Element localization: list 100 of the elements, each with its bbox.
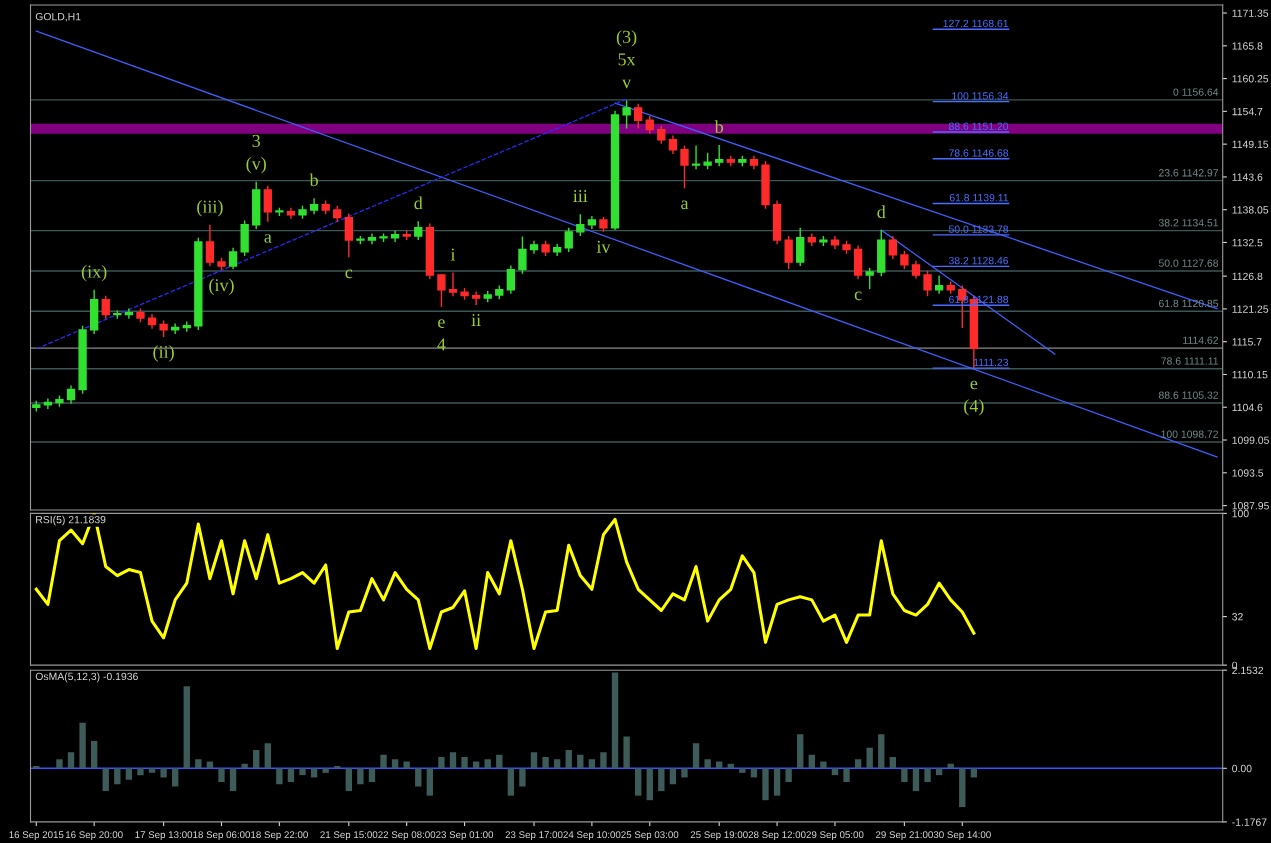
candlestick <box>715 144 724 167</box>
bar <box>959 768 966 808</box>
ref-line-label: 88.6 1151.20 <box>948 122 1009 130</box>
ref-line-label: 127.2 1168.61 <box>943 19 1009 28</box>
bar <box>472 761 480 769</box>
bar <box>530 752 538 769</box>
x-tick-label: 30 Sep 14:00 <box>933 831 991 841</box>
candlestick <box>934 274 944 295</box>
text: 3 (v) <box>246 134 266 174</box>
bar <box>924 768 931 782</box>
bar <box>56 759 63 769</box>
bar <box>588 759 596 769</box>
x-tick-label: 24 Sep 10:00 <box>563 831 621 841</box>
candlestick <box>888 235 897 260</box>
bar <box>345 768 352 792</box>
candlestick <box>668 134 678 155</box>
bar <box>577 754 584 769</box>
y-tick-label: 1154.7 <box>1232 107 1263 116</box>
bar <box>380 754 387 769</box>
y-tick-label: -1.1767 <box>1232 818 1267 826</box>
candlestick <box>691 144 701 170</box>
bar <box>148 768 156 773</box>
bar <box>218 768 225 782</box>
bar <box>854 759 862 769</box>
candlestick <box>622 99 631 130</box>
y-tick-label: 32 <box>1232 613 1243 621</box>
bar <box>692 743 700 769</box>
ref-line-label: 61.8 1139.11 <box>949 194 1009 202</box>
text: a <box>264 234 272 243</box>
candlestick <box>900 250 909 270</box>
bar <box>253 750 260 769</box>
candlestick <box>518 235 527 275</box>
y-tick-label: 0.00 <box>1232 764 1252 773</box>
candlestick <box>680 144 689 189</box>
bar <box>762 768 769 801</box>
text: (ix) <box>81 265 107 282</box>
bar <box>519 768 526 787</box>
bar <box>391 759 399 769</box>
candlestick <box>205 224 215 267</box>
bar <box>878 734 885 769</box>
bar <box>739 768 746 773</box>
y-tick-label: 100 <box>1232 509 1249 518</box>
y-tick-label: 1115.7 <box>1232 338 1262 346</box>
y-tick-label: 1104.6 <box>1232 403 1263 412</box>
candlestick <box>471 290 481 306</box>
text: (iii) <box>197 200 223 217</box>
y-tick-label: 1093.5 <box>1232 469 1264 477</box>
bar <box>287 768 295 782</box>
text: i <box>450 248 456 261</box>
x-tick-label: 18 Sep 06:00 <box>193 831 251 841</box>
text: (iv) <box>209 278 234 295</box>
bar <box>658 768 665 792</box>
bar <box>808 754 815 769</box>
bar <box>623 736 630 769</box>
bar <box>322 768 329 773</box>
bar <box>368 768 376 782</box>
x-tick-label: 29 Sep 21:00 <box>875 831 933 841</box>
bar <box>299 768 306 776</box>
bar <box>750 768 758 778</box>
x-tick-label: 22 Sep 08:00 <box>378 831 436 841</box>
bar <box>415 768 422 787</box>
ref-line-label: 38.2 1128.46 <box>948 256 1009 265</box>
candlestick <box>865 267 874 290</box>
candlestick <box>228 247 238 270</box>
bar <box>357 768 364 785</box>
ref-line-label: 100 1156.34 <box>952 92 1009 100</box>
chart-title: RSI(5) 21.1839 <box>36 515 106 526</box>
ref-line-label: 78.6 1111.11 <box>1161 357 1219 365</box>
y-tick-label: 1160.25 <box>1232 75 1269 83</box>
bar <box>310 768 318 778</box>
bar <box>241 763 248 769</box>
y-tick-label: 1171.35 <box>1232 9 1269 17</box>
text: b <box>714 120 724 134</box>
bar <box>403 761 410 769</box>
ref-line-label: 100 1098.72 <box>1161 430 1219 438</box>
x-tick-label: 25 Sep 19:00 <box>690 831 748 841</box>
text: iii <box>573 189 588 202</box>
bar <box>542 756 549 769</box>
y-tick-label: 1143.6 <box>1232 173 1263 181</box>
y-tick-label: 1132.5 <box>1232 238 1263 247</box>
ref-line-label: 1114.62 <box>1183 336 1219 344</box>
candlestick <box>448 271 458 297</box>
bar <box>449 752 457 769</box>
candlestick <box>564 227 573 253</box>
ref-line-label: 88.6 1105.32 <box>1158 391 1219 399</box>
candlestick <box>263 185 272 223</box>
x-tick-label: 25 Sep 03:00 <box>621 831 679 841</box>
y-tick-label: 1099.05 <box>1232 436 1269 444</box>
bar <box>912 768 920 792</box>
bar <box>831 768 839 776</box>
bar <box>195 759 202 769</box>
bar <box>137 768 144 776</box>
candlestick <box>124 307 134 320</box>
y-tick-label: 1126.8 <box>1232 272 1263 281</box>
text: ii <box>471 313 481 326</box>
bar <box>970 768 978 778</box>
bar <box>160 768 167 778</box>
x-tick-label: 23 Sep 17:00 <box>505 831 563 841</box>
chart-title: OsMA(5,12,3) -0.1936 <box>35 672 138 683</box>
y-tick-label: 1110.15 <box>1232 370 1268 379</box>
